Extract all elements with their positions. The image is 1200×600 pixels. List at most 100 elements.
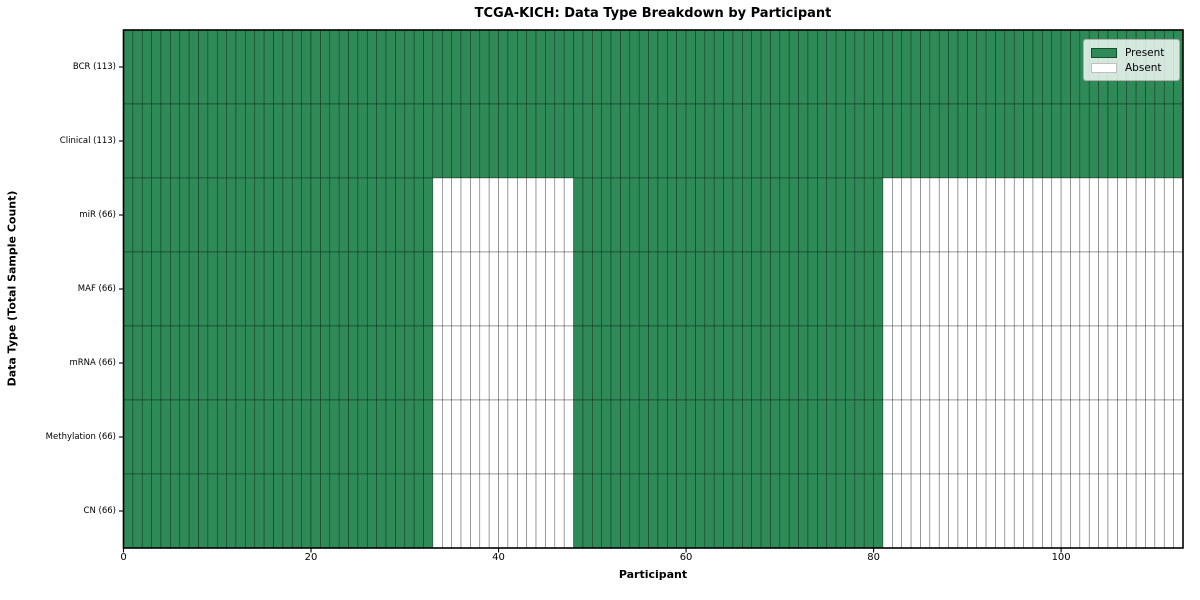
heatmap-cell — [207, 251, 218, 327]
heatmap-cell — [938, 177, 949, 253]
heatmap-cell — [620, 399, 631, 475]
heatmap-cell — [1173, 177, 1184, 253]
heatmap-cell — [1023, 29, 1034, 105]
heatmap-cell — [357, 103, 368, 179]
heatmap-cell — [985, 103, 996, 179]
heatmap-cell — [995, 399, 1006, 475]
heatmap-cell — [910, 399, 921, 475]
heatmap-cell — [123, 29, 134, 105]
heatmap-cell — [1013, 29, 1024, 105]
heatmap-cell — [545, 103, 556, 179]
heatmap-cell — [366, 177, 377, 253]
legend: Present Absent — [1083, 39, 1180, 81]
heatmap-cell — [807, 399, 818, 475]
heatmap-cell — [770, 251, 781, 327]
heatmap-cell — [704, 177, 715, 253]
heatmap-cell — [967, 103, 978, 179]
heatmap-cell — [301, 251, 312, 327]
heatmap-cell — [338, 29, 349, 105]
heatmap-cell — [413, 399, 424, 475]
heatmap-cell — [254, 29, 265, 105]
heatmap-cell — [985, 473, 996, 549]
heatmap-cell — [826, 29, 837, 105]
heatmap-cell — [929, 29, 940, 105]
heatmap-cell — [638, 29, 649, 105]
heatmap-cell — [657, 103, 668, 179]
heatmap-cell — [892, 399, 903, 475]
heatmap-cell — [198, 251, 209, 327]
heatmap-cell — [366, 29, 377, 105]
heatmap-cell — [704, 251, 715, 327]
heatmap-cell — [1032, 251, 1043, 327]
heatmap-cell — [817, 473, 828, 549]
heatmap-cell — [441, 177, 452, 253]
heatmap-cell — [742, 177, 752, 253]
heatmap-cell — [1042, 177, 1053, 253]
heatmap-cell — [516, 325, 527, 401]
heatmap-cell — [742, 251, 752, 327]
heatmap-cell — [310, 177, 321, 253]
heatmap-cell — [760, 325, 771, 401]
heatmap-cell — [460, 103, 471, 179]
heatmap-cell — [1145, 251, 1156, 327]
heatmap-cell — [1013, 103, 1024, 179]
heatmap-cell — [310, 29, 321, 105]
heatmap-cell — [582, 29, 593, 105]
heatmap-cell — [910, 29, 921, 105]
heatmap-cell — [395, 103, 406, 179]
heatmap-cell — [423, 103, 434, 179]
heatmap-cell — [929, 251, 940, 327]
heatmap-cell — [348, 473, 359, 549]
heatmap-cell — [1051, 29, 1062, 105]
heatmap-cell — [432, 177, 443, 253]
heatmap-cell — [301, 473, 312, 549]
heatmap-cell — [1070, 177, 1081, 253]
heatmap-cell — [695, 177, 706, 253]
heatmap-cell — [854, 177, 865, 253]
heatmap-cell — [160, 251, 171, 327]
heatmap-cell — [451, 325, 462, 401]
heatmap-cell — [1163, 177, 1174, 253]
heatmap-cell — [395, 177, 406, 253]
heatmap-cell — [1051, 473, 1062, 549]
heatmap-cell — [1126, 399, 1137, 475]
heatmap-cell — [967, 399, 978, 475]
heatmap-cell — [1107, 177, 1118, 253]
heatmap-cell — [376, 103, 387, 179]
heatmap-cell — [1126, 325, 1137, 401]
heatmap-cell — [751, 251, 762, 327]
heatmap-cell — [910, 177, 921, 253]
heatmap-cell — [901, 103, 912, 179]
heatmap-cell — [151, 177, 162, 253]
heatmap-cell — [404, 473, 415, 549]
heatmap-cell — [845, 399, 856, 475]
heatmap-cell — [1098, 473, 1109, 549]
heatmap-cell — [817, 251, 828, 327]
heatmap-cell — [788, 473, 799, 549]
heatmap-cell — [432, 325, 443, 401]
heatmap-cell — [1013, 399, 1024, 475]
heatmap-cell — [535, 473, 546, 549]
heatmap-cell — [441, 251, 452, 327]
heatmap-cell — [263, 29, 274, 105]
heatmap-cell — [226, 251, 237, 327]
heatmap-cell — [170, 399, 181, 475]
heatmap-cell — [685, 29, 696, 105]
heatmap-cell — [573, 399, 584, 475]
heatmap-cell — [723, 473, 734, 549]
heatmap-cell — [1079, 325, 1090, 401]
heatmap-cell — [817, 177, 828, 253]
heatmap-cell — [338, 103, 349, 179]
heatmap-cell — [451, 103, 462, 179]
heatmap-cell — [751, 325, 762, 401]
heatmap-cell — [742, 29, 752, 105]
heatmap-cell — [245, 29, 256, 105]
heatmap-cell — [395, 251, 406, 327]
heatmap-cell — [1163, 473, 1174, 549]
heatmap-cell — [413, 29, 424, 105]
heatmap-cell — [676, 251, 687, 327]
heatmap-cell — [648, 473, 659, 549]
heatmap-cell — [1032, 177, 1043, 253]
heatmap-cell — [1088, 473, 1099, 549]
heatmap-cell — [263, 399, 274, 475]
